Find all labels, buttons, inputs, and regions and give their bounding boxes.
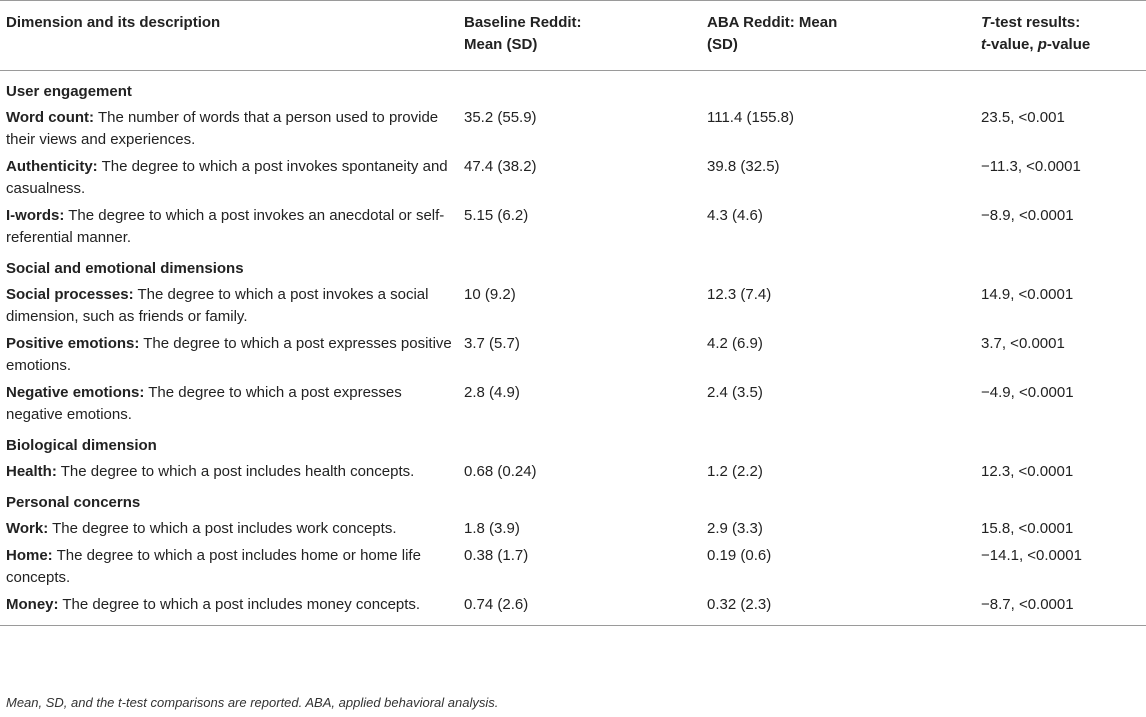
table-row: Work: The degree to which a post include… (0, 516, 1146, 543)
aba-mean-cell: 1.2 (2.2) (707, 463, 763, 480)
dimension-description: The degree to which a post invokes spont… (6, 158, 448, 197)
table-footnote: Mean, SD, and the t-test comparisons are… (6, 695, 499, 710)
section-row: Biological dimension (0, 429, 1146, 459)
dimension-term: Word count: (6, 109, 95, 126)
header-ttest-line1: -test results: (990, 14, 1081, 31)
dimension-term: I-words: (6, 207, 65, 224)
dimension-cell: Positive emotions: The degree to which a… (0, 331, 460, 380)
dimension-cell: Word count: The number of words that a p… (0, 105, 460, 154)
dimension-term: Health: (6, 463, 57, 480)
aba-mean-cell: 0.32 (2.3) (707, 596, 772, 613)
aba-mean-cell: 0.19 (0.6) (707, 547, 772, 564)
aba-mean-cell: 4.2 (6.9) (707, 335, 763, 352)
dimension-cell: Negative emotions: The degree to which a… (0, 380, 460, 429)
section-title: Biological dimension (6, 437, 157, 454)
dimension-cell: Health: The degree to which a post inclu… (0, 459, 460, 486)
dimension-description: The degree to which a post includes work… (48, 520, 397, 537)
header-ttest: T-test results: t-value, p-value (977, 1, 1146, 71)
header-dimension: Dimension and its description (0, 1, 460, 71)
dimension-term: Positive emotions: (6, 335, 140, 352)
dimension-description: The degree to which a post expresses pos… (6, 335, 452, 374)
baseline-mean-cell: 0.74 (2.6) (464, 596, 529, 613)
dimension-cell: I-words: The degree to which a post invo… (0, 203, 460, 252)
header-row: Dimension and its description Baseline R… (0, 0, 1146, 71)
table-row: Negative emotions: The degree to which a… (0, 380, 1146, 429)
dimension-description: The degree to which a post includes mone… (58, 596, 421, 613)
ttest-result-cell: −14.1, <0.0001 (981, 547, 1082, 564)
dimension-cell: Authenticity: The degree to which a post… (0, 154, 460, 203)
ttest-result-cell: 3.7, <0.0001 (981, 335, 1065, 352)
ttest-result-cell: −8.7, <0.0001 (981, 596, 1074, 613)
section-row: Social and emotional dimensions (0, 252, 1146, 282)
table-row: Social processes: The degree to which a … (0, 282, 1146, 331)
baseline-mean-cell: 1.8 (3.9) (464, 520, 520, 537)
dimension-description: The degree to which a post invokes an an… (6, 207, 445, 246)
header-baseline-line1: Baseline Reddit: (464, 14, 582, 31)
dimension-cell: Money: The degree to which a post includ… (0, 592, 460, 626)
ttest-result-cell: 15.8, <0.0001 (981, 520, 1074, 537)
header-aba-line2: (SD) (707, 36, 738, 53)
baseline-mean-cell: 0.68 (0.24) (464, 463, 537, 480)
table-row: Health: The degree to which a post inclu… (0, 459, 1146, 486)
dimension-cell: Home: The degree to which a post include… (0, 543, 460, 592)
section-title: Social and emotional dimensions (6, 260, 244, 277)
ttest-result-cell: 12.3, <0.0001 (981, 463, 1074, 480)
header-ttest-tvalue: -value, (986, 36, 1038, 53)
header-dimension-text: Dimension and its description (6, 14, 221, 31)
ttest-result-cell: −4.9, <0.0001 (981, 384, 1074, 401)
aba-mean-cell: 2.4 (3.5) (707, 384, 763, 401)
baseline-mean-cell: 10 (9.2) (464, 286, 516, 303)
table-row: Positive emotions: The degree to which a… (0, 331, 1146, 380)
table-row: Word count: The number of words that a p… (0, 105, 1146, 154)
baseline-mean-cell: 3.7 (5.7) (464, 335, 520, 352)
section-title: Personal concerns (6, 494, 141, 511)
section-row: User engagement (0, 71, 1146, 106)
dimension-term: Social processes: (6, 286, 134, 303)
table-row: Authenticity: The degree to which a post… (0, 154, 1146, 203)
header-ttest-pvalue-p: p (1037, 36, 1047, 53)
dimension-term: Money: (6, 596, 59, 613)
section-title: User engagement (6, 83, 132, 100)
header-baseline-line2: Mean (SD) (464, 36, 538, 53)
ttest-result-cell: 23.5, <0.001 (981, 109, 1065, 126)
aba-mean-cell: 12.3 (7.4) (707, 286, 772, 303)
dimension-description: The degree to which a post invokes a soc… (6, 286, 429, 325)
header-ttest-pvalue: -value (1046, 36, 1091, 53)
table-row: I-words: The degree to which a post invo… (0, 203, 1146, 252)
dimension-cell: Social processes: The degree to which a … (0, 282, 460, 331)
dimension-term: Work: (6, 520, 49, 537)
table-header: Dimension and its description Baseline R… (0, 0, 1146, 71)
dimension-description: The degree to which a post includes home… (6, 547, 421, 586)
dimension-term: Home: (6, 547, 53, 564)
aba-mean-cell: 111.4 (155.8) (707, 109, 795, 126)
baseline-mean-cell: 2.8 (4.9) (464, 384, 520, 401)
baseline-mean-cell: 35.2 (55.9) (464, 109, 537, 126)
ttest-result-cell: −11.3, <0.0001 (981, 158, 1081, 175)
table-body: User engagement Word count: The number of… (0, 71, 1146, 626)
header-ttest-t: T (981, 14, 991, 31)
aba-mean-cell: 39.8 (32.5) (707, 158, 780, 175)
baseline-mean-cell: 47.4 (38.2) (464, 158, 537, 175)
dimension-description: The number of words that a person used t… (6, 109, 439, 148)
dimension-description: The degree to which a post expresses neg… (6, 384, 402, 423)
dimension-term: Negative emotions: (6, 384, 145, 401)
section-row: Personal concerns (0, 486, 1146, 516)
table-row: Home: The degree to which a post include… (0, 543, 1146, 592)
baseline-mean-cell: 0.38 (1.7) (464, 547, 529, 564)
dimension-term: Authenticity: (6, 158, 98, 175)
results-table: Dimension and its description Baseline R… (0, 0, 1146, 626)
header-baseline: Baseline Reddit: Mean (SD) (460, 1, 703, 71)
baseline-mean-cell: 5.15 (6.2) (464, 207, 529, 224)
dimension-cell: Work: The degree to which a post include… (0, 516, 460, 543)
aba-mean-cell: 2.9 (3.3) (707, 520, 763, 537)
header-aba: ABA Reddit: Mean (SD) (703, 1, 977, 71)
header-ttest-tvalue-t: t (981, 36, 986, 53)
ttest-result-cell: −8.9, <0.0001 (981, 207, 1074, 224)
ttest-result-cell: 14.9, <0.0001 (981, 286, 1074, 303)
dimension-description: The degree to which a post includes heal… (56, 463, 415, 480)
aba-mean-cell: 4.3 (4.6) (707, 207, 763, 224)
header-aba-line1: ABA Reddit: Mean (707, 14, 838, 31)
table-row: Money: The degree to which a post includ… (0, 592, 1146, 626)
